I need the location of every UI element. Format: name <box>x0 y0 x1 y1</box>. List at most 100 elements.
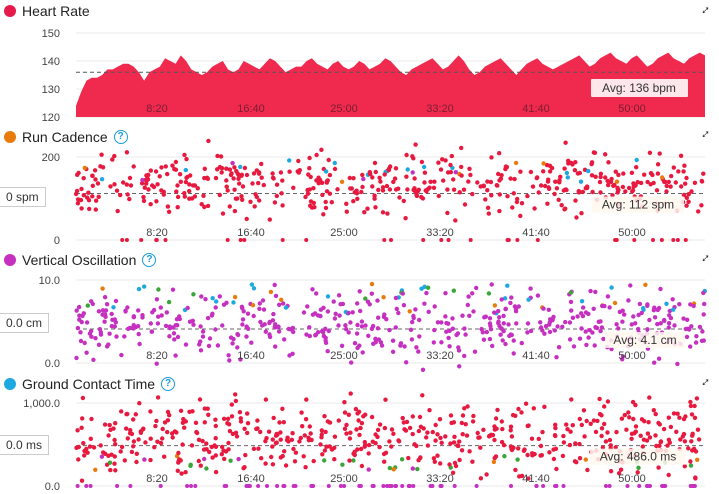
help-icon[interactable]: ? <box>142 253 157 267</box>
data-point <box>154 238 159 242</box>
data-point <box>153 169 159 174</box>
data-point <box>681 416 687 422</box>
data-point <box>75 325 81 331</box>
data-point <box>558 174 563 179</box>
data-point <box>439 238 444 242</box>
data-point <box>637 301 643 307</box>
data-point <box>396 438 401 443</box>
data-point <box>668 184 673 189</box>
data-point <box>178 179 183 184</box>
data-point <box>272 200 278 205</box>
data-point <box>91 445 97 450</box>
data-point <box>578 179 584 184</box>
data-point <box>206 412 211 417</box>
data-point <box>419 159 425 165</box>
data-point <box>541 484 546 488</box>
data-point <box>443 434 448 439</box>
data-point <box>435 453 440 458</box>
data-point <box>656 356 662 361</box>
data-point <box>511 191 516 196</box>
data-point <box>270 318 276 323</box>
data-point <box>439 340 444 345</box>
data-point <box>506 322 511 327</box>
data-point <box>412 176 417 181</box>
data-point <box>381 484 386 488</box>
data-point <box>430 429 435 435</box>
data-point <box>512 304 518 309</box>
data-point <box>390 349 396 354</box>
data-point <box>313 332 319 337</box>
data-point <box>635 470 640 475</box>
data-point <box>701 171 706 176</box>
data-point <box>681 192 687 198</box>
data-point <box>571 344 577 349</box>
data-point <box>620 184 626 190</box>
data-point <box>311 186 316 191</box>
data-point <box>220 323 225 328</box>
data-point <box>263 397 269 402</box>
data-point <box>387 439 392 444</box>
data-point <box>227 428 233 434</box>
data-point <box>478 445 483 450</box>
data-point <box>184 175 189 180</box>
data-point <box>339 343 345 348</box>
data-point <box>693 475 698 480</box>
data-point <box>109 323 115 329</box>
data-point <box>598 171 604 176</box>
data-point <box>641 306 646 311</box>
data-point <box>652 360 657 365</box>
data-point <box>554 186 560 191</box>
data-point <box>279 297 284 302</box>
y-tick-label: 0.0 <box>45 358 60 370</box>
data-point <box>439 320 444 325</box>
data-point <box>256 446 261 451</box>
data-point <box>227 167 233 172</box>
data-point <box>165 409 171 415</box>
data-point <box>99 152 104 157</box>
data-point <box>239 304 245 309</box>
data-point <box>432 327 437 333</box>
help-icon[interactable]: ? <box>161 377 176 391</box>
data-point <box>342 484 347 488</box>
data-point <box>362 444 367 449</box>
data-point <box>425 443 431 448</box>
data-point <box>110 157 115 162</box>
data-point <box>244 172 250 178</box>
data-point <box>263 329 268 334</box>
data-point <box>84 446 89 452</box>
data-point <box>631 314 636 319</box>
data-point <box>207 336 213 341</box>
data-point <box>282 337 287 342</box>
data-point <box>468 172 473 178</box>
data-point <box>383 397 388 402</box>
data-point <box>225 238 230 242</box>
data-point <box>671 238 676 242</box>
data-point <box>171 325 176 330</box>
x-tick-label: 8:20 <box>146 350 167 362</box>
data-point <box>340 301 346 307</box>
data-point <box>73 191 79 197</box>
data-point <box>80 395 86 401</box>
data-point <box>99 177 105 182</box>
data-point <box>603 152 608 157</box>
data-point <box>626 410 631 415</box>
data-point <box>145 173 150 179</box>
data-point <box>699 203 704 208</box>
data-point <box>655 171 661 176</box>
data-point <box>146 187 151 192</box>
help-icon[interactable]: ? <box>113 130 128 144</box>
data-point <box>318 442 323 447</box>
data-point <box>481 184 486 189</box>
data-point <box>666 321 672 326</box>
data-point <box>215 153 220 159</box>
data-point <box>400 291 405 296</box>
data-point <box>700 329 705 334</box>
data-point <box>307 187 312 192</box>
data-point <box>437 417 443 422</box>
data-point <box>554 355 559 360</box>
data-point <box>695 457 700 462</box>
data-point <box>152 445 157 450</box>
data-point <box>436 193 441 199</box>
data-point <box>613 169 618 174</box>
data-point <box>206 138 211 144</box>
